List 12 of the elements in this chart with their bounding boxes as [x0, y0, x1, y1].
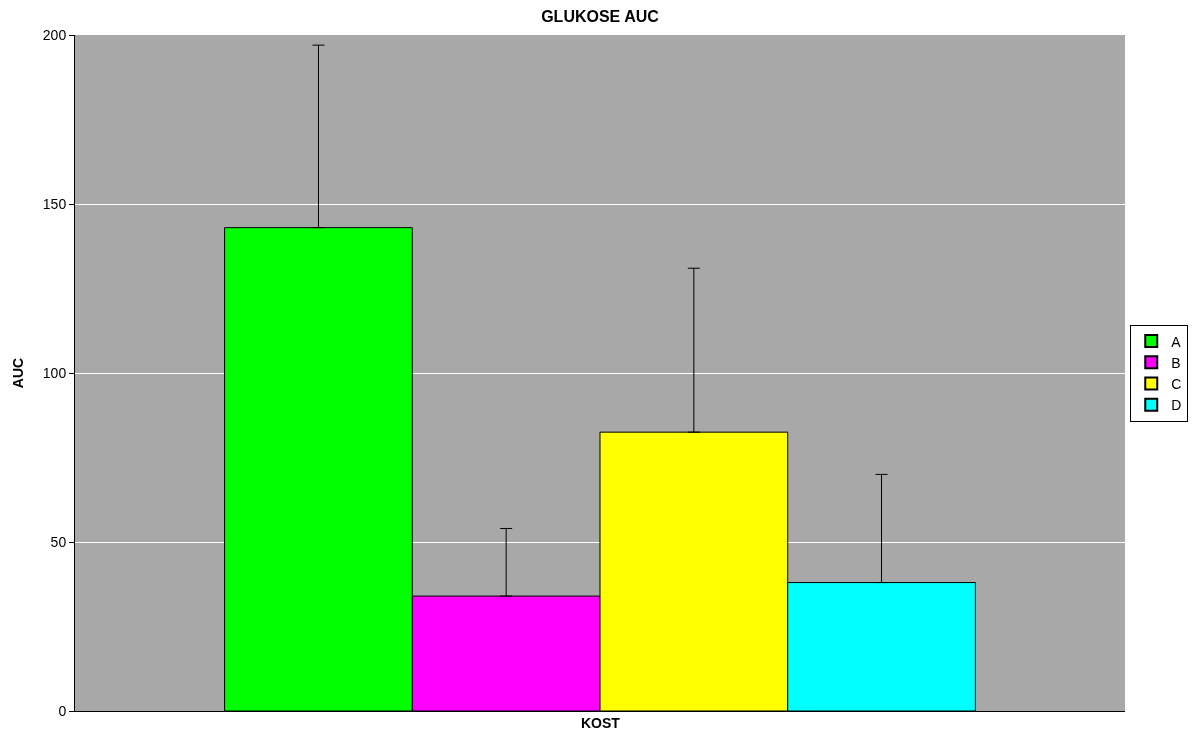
y-tick-label: 100	[42, 364, 67, 381]
legend-label: D	[1171, 397, 1182, 414]
y-axis-title: AUC	[10, 357, 27, 389]
y-tick-label: 150	[42, 195, 67, 212]
y-tick-label: 200	[42, 26, 67, 43]
legend-label: C	[1171, 375, 1182, 392]
legend-label: A	[1171, 333, 1182, 350]
y-tick-label: 0	[58, 702, 67, 719]
x-tick-label: KOST	[581, 715, 621, 731]
y-tick-label: 50	[50, 533, 67, 550]
legend-label: B	[1171, 354, 1181, 371]
chart-title: GLUKOSE AUC	[541, 8, 660, 26]
